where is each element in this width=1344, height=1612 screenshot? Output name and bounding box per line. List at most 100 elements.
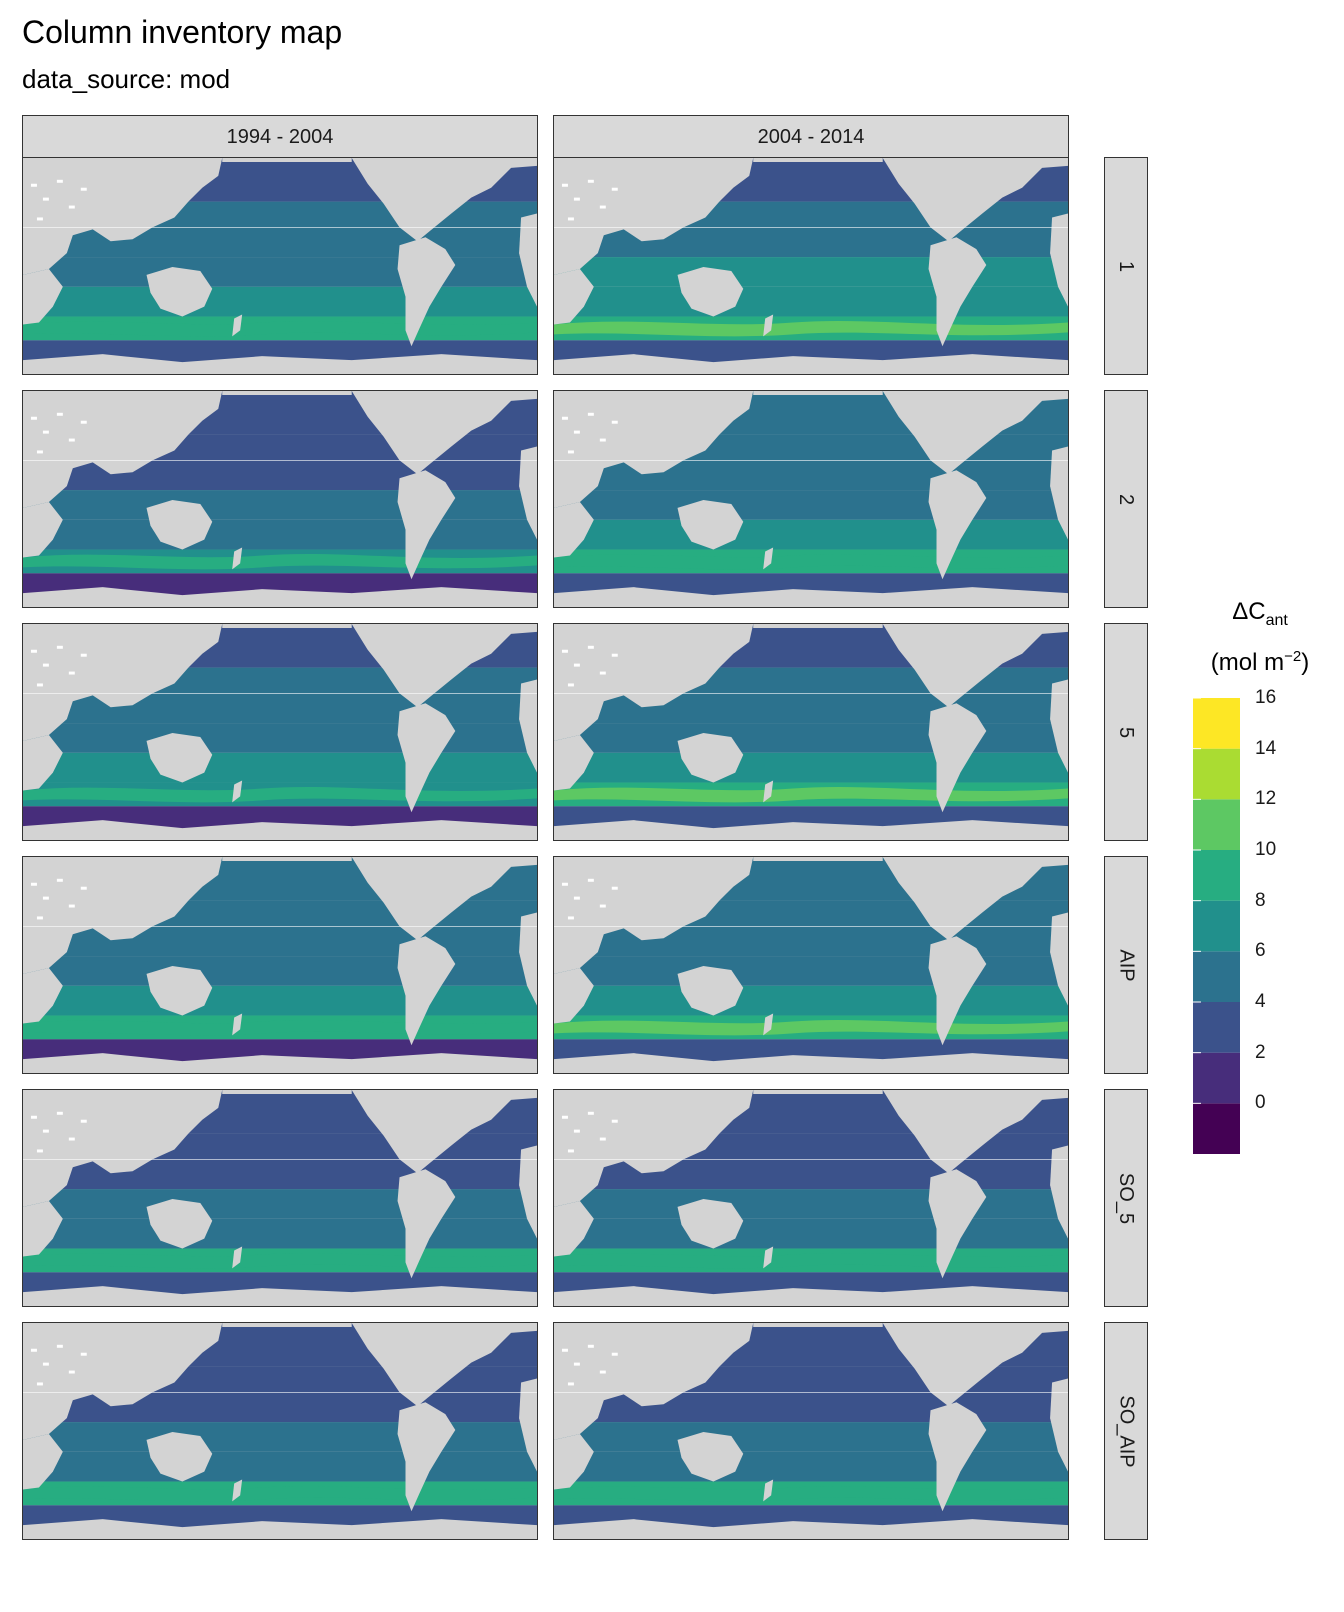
- ocean-band: [554, 1218, 1068, 1249]
- map-panel: [553, 157, 1069, 375]
- land-mass: [351, 1090, 537, 1174]
- facet-row-strip: 1: [1104, 157, 1148, 375]
- sea-ice-speck: [56, 1111, 63, 1115]
- land-mass: [351, 624, 537, 708]
- land-mass: [397, 703, 456, 813]
- ocean-band: [554, 985, 1068, 1016]
- legend-colorbar-svg: [1193, 698, 1240, 1154]
- ocean-band: [23, 1422, 537, 1452]
- sea-ice-speck: [587, 412, 594, 416]
- sea-ice-speck: [567, 1149, 574, 1153]
- sea-ice-speck: [80, 420, 87, 424]
- facet-row-label: 2: [1115, 493, 1138, 505]
- map-svg: [23, 158, 537, 374]
- land-mass: [928, 1402, 987, 1512]
- sea-ice-speck: [573, 1129, 580, 1133]
- chart-title: Column inventory map: [22, 14, 343, 50]
- ocean-band: [23, 490, 537, 520]
- chart-subtitle: data_source: mod: [22, 64, 231, 94]
- land-mass: [928, 1169, 987, 1279]
- legend-tick-label: 2: [1255, 1041, 1266, 1063]
- sea-ice-speck: [561, 882, 568, 886]
- sea-ice-speck: [567, 450, 574, 454]
- facet-column-strip: 1994 - 2004: [22, 115, 538, 159]
- sea-ice-speck: [36, 916, 43, 920]
- sea-ice-speck: [42, 663, 49, 667]
- legend-tick-label: 6: [1255, 940, 1266, 962]
- facet-row-label: 5: [1115, 726, 1138, 738]
- sea-ice-speck: [56, 412, 63, 416]
- land-mass: [554, 1519, 1068, 1539]
- land-mass: [351, 391, 537, 475]
- sea-ice-speck: [80, 886, 87, 890]
- sea-ice-speck: [567, 683, 574, 687]
- map-panel: [22, 1322, 538, 1540]
- land-mass: [351, 158, 537, 242]
- land-mass: [882, 857, 1068, 941]
- ocean-band: [554, 490, 1068, 520]
- map-panel: [553, 856, 1069, 1074]
- land-mass: [232, 1246, 243, 1269]
- ocean-band: [23, 286, 537, 317]
- facet-column-label: 1994 - 2004: [226, 125, 334, 148]
- land-mass: [222, 624, 352, 628]
- land-mass: [554, 501, 594, 558]
- land-mass: [763, 780, 774, 803]
- land-mass: [1050, 912, 1068, 1006]
- sea-ice-speck: [36, 217, 43, 221]
- sea-ice-speck: [561, 1348, 568, 1352]
- sea-ice-speck: [587, 645, 594, 649]
- sea-ice-speck: [599, 671, 606, 675]
- sea-ice-speck: [56, 878, 63, 882]
- land-mass: [554, 1090, 754, 1207]
- map-panel: [553, 1322, 1069, 1540]
- map-panel: [22, 390, 538, 608]
- land-mass: [351, 857, 537, 941]
- land-mass: [677, 1198, 744, 1249]
- map-svg: [23, 391, 537, 607]
- map-svg: [554, 857, 1068, 1073]
- ocean-band: [554, 1422, 1068, 1452]
- map-svg: [554, 391, 1068, 607]
- sea-ice-speck: [573, 663, 580, 667]
- ocean-band: [554, 723, 1068, 753]
- land-mass: [519, 912, 537, 1006]
- ocean-band: [23, 1189, 537, 1219]
- sea-ice-speck: [611, 420, 618, 424]
- sea-ice-speck: [42, 430, 49, 434]
- land-mass: [397, 237, 456, 347]
- sea-ice-speck: [36, 1149, 43, 1153]
- sea-ice-speck: [68, 205, 75, 209]
- sea-ice-speck: [68, 1370, 75, 1374]
- legend-colorbar: [1193, 698, 1240, 1154]
- sea-ice-speck: [611, 1119, 618, 1123]
- facet-row-label: SO_5: [1115, 1172, 1138, 1224]
- land-mass: [753, 391, 883, 395]
- facet-row-strip: SO_AIP: [1104, 1322, 1148, 1540]
- land-mass: [23, 967, 63, 1024]
- ocean-band: [554, 1451, 1068, 1482]
- land-mass: [554, 1200, 594, 1257]
- sea-ice-speck: [36, 683, 43, 687]
- legend-tick-label: 12: [1255, 788, 1277, 810]
- land-mass: [928, 237, 987, 347]
- map-svg: [23, 1323, 537, 1539]
- facet-row-strip: SO_5: [1104, 1089, 1148, 1307]
- sea-ice-speck: [30, 183, 37, 187]
- legend-bin: [1193, 850, 1240, 901]
- land-mass: [882, 1323, 1068, 1407]
- legend-bin: [1193, 748, 1240, 800]
- land-mass: [519, 1145, 537, 1239]
- land-mass: [554, 268, 594, 325]
- legend-bin: [1193, 698, 1240, 749]
- land-mass: [23, 857, 223, 974]
- land-mass: [554, 354, 1068, 374]
- legend-unit-suffix: ): [1301, 649, 1310, 676]
- sea-ice-speck: [80, 187, 87, 191]
- map-panel: [22, 1089, 538, 1307]
- sea-ice-speck: [42, 197, 49, 201]
- land-mass: [23, 734, 63, 791]
- sea-ice-speck: [68, 438, 75, 442]
- sea-ice-speck: [42, 1362, 49, 1366]
- sea-ice-speck: [80, 653, 87, 657]
